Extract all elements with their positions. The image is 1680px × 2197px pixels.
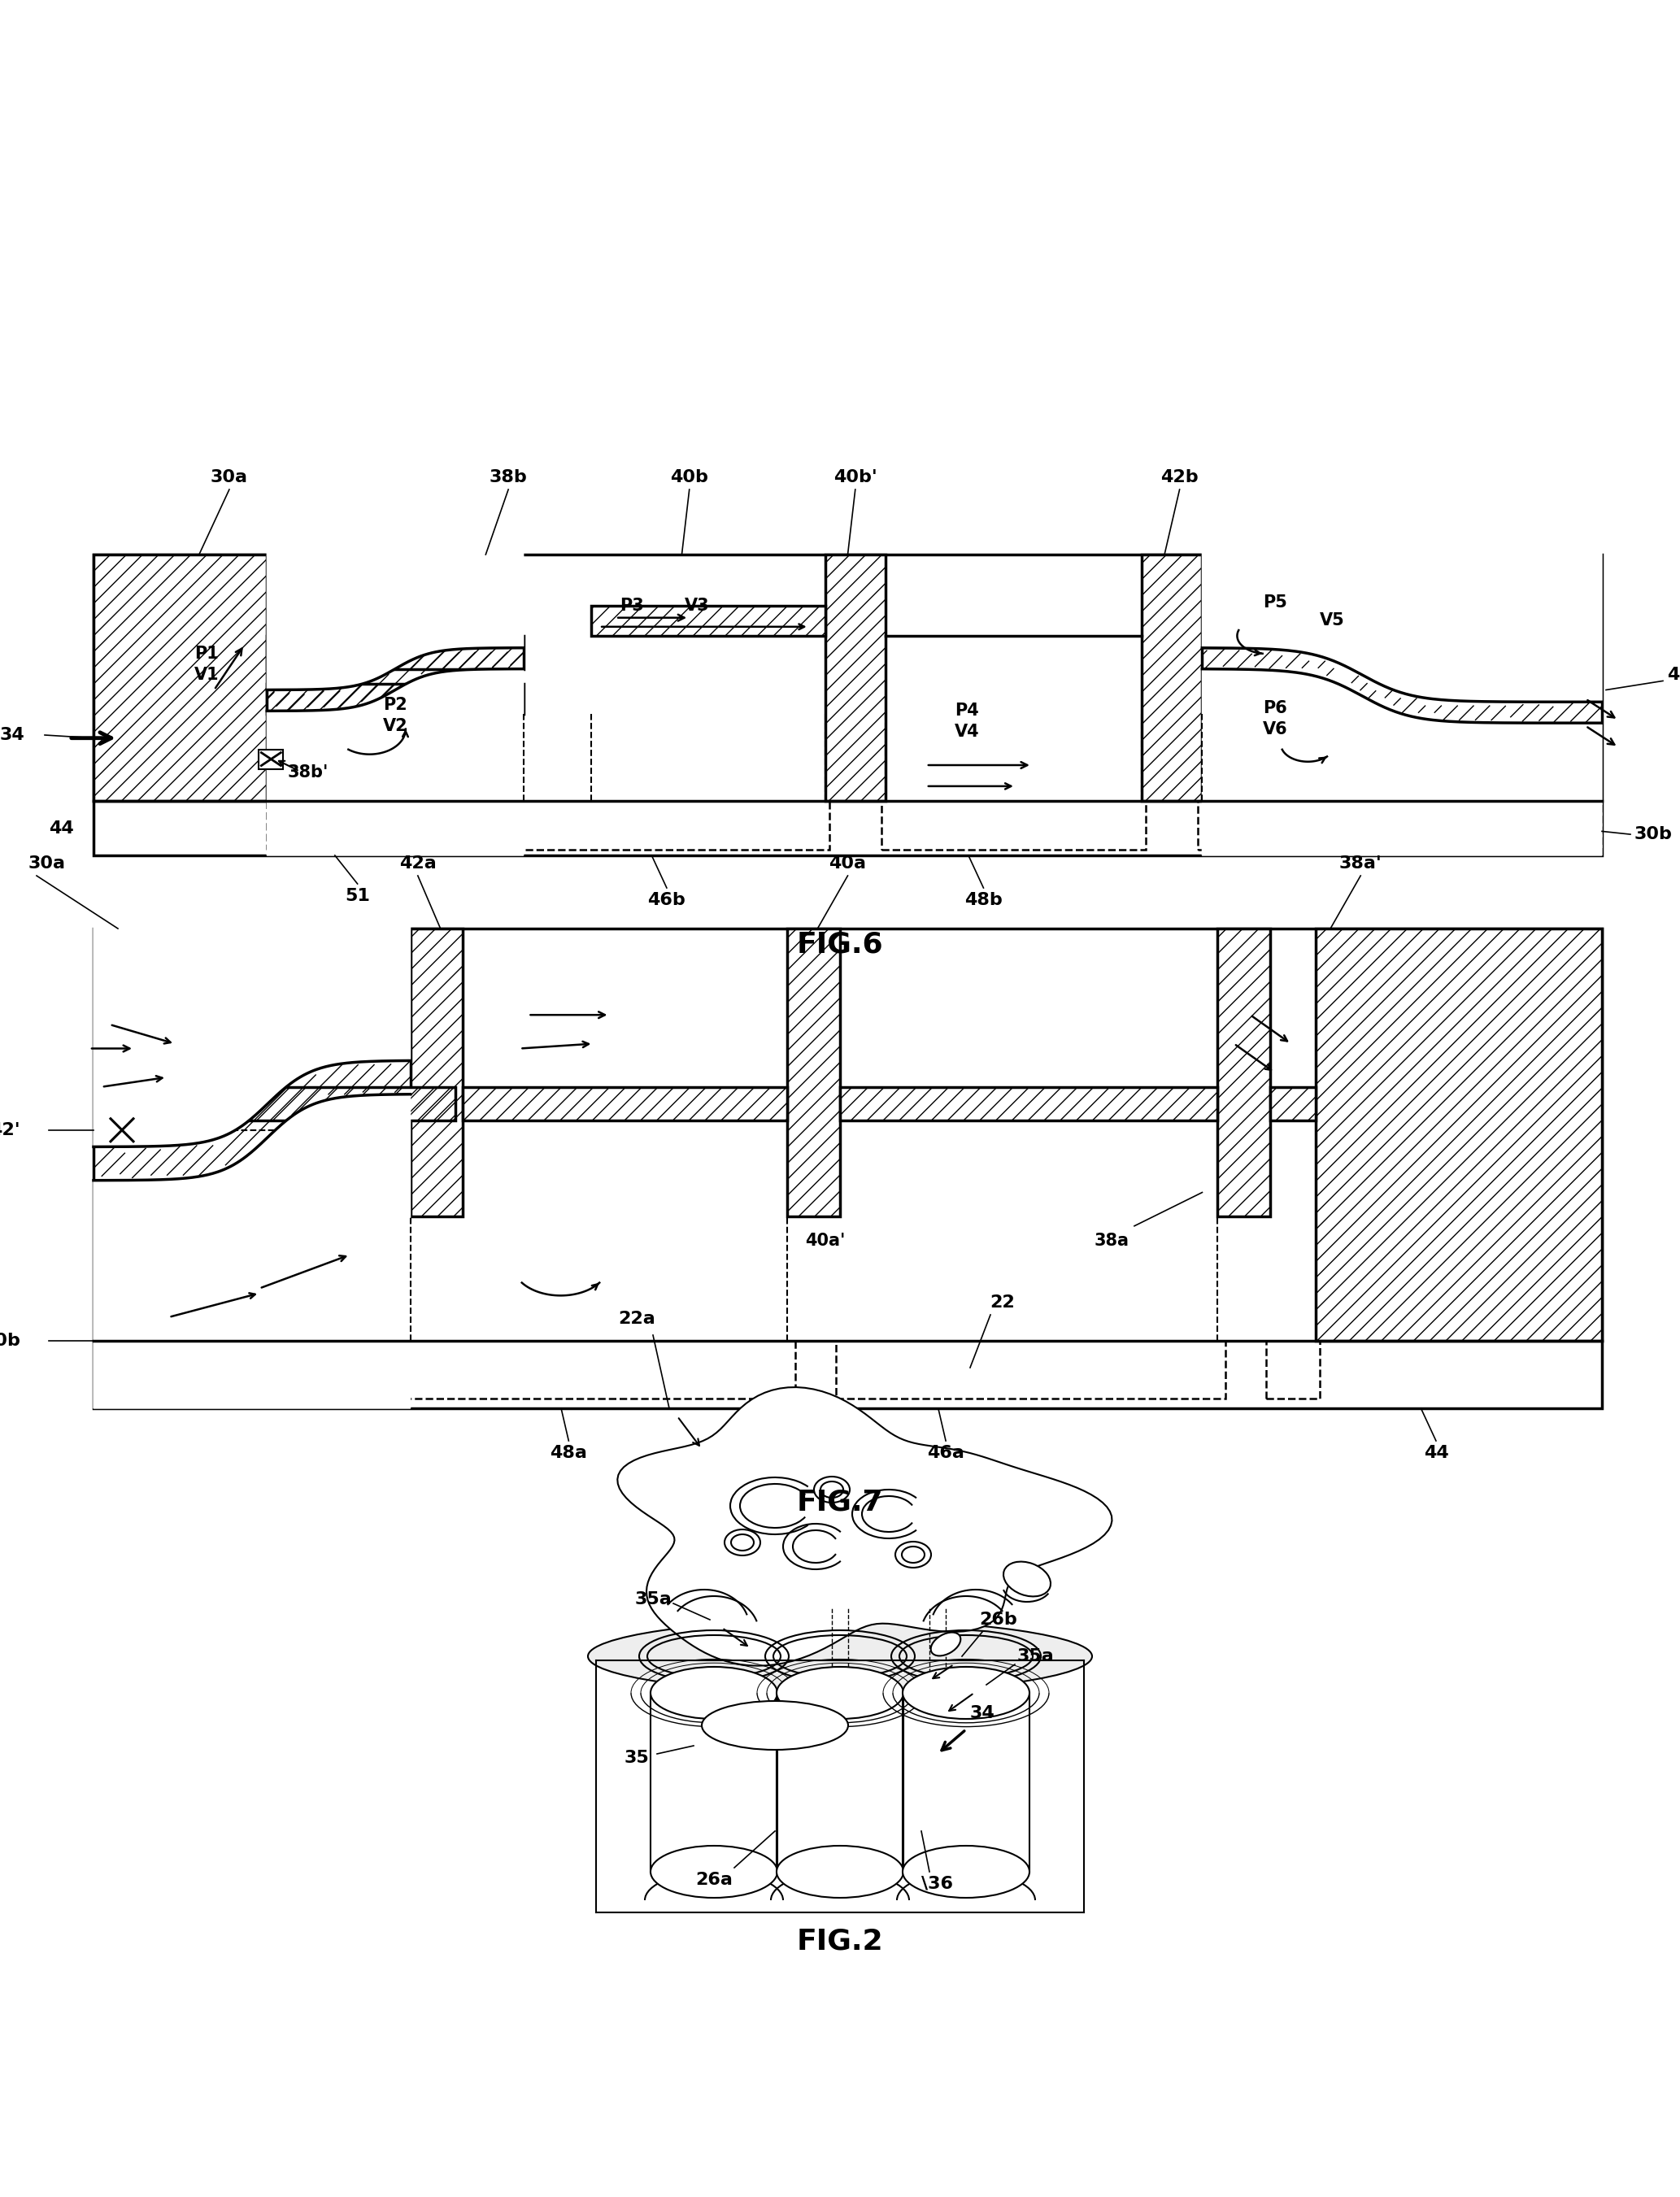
Text: P2: P2 xyxy=(383,696,407,714)
Bar xyxy=(124,1088,455,1120)
Text: 30b: 30b xyxy=(0,1334,20,1349)
Text: 51: 51 xyxy=(344,888,370,905)
Text: 46b: 46b xyxy=(648,892,685,907)
Text: 26a: 26a xyxy=(696,1872,732,1887)
Ellipse shape xyxy=(702,1700,848,1749)
Text: 38b: 38b xyxy=(489,470,528,486)
Bar xyxy=(591,606,825,635)
Bar xyxy=(410,929,464,1217)
Text: 30b: 30b xyxy=(1635,826,1673,841)
Ellipse shape xyxy=(902,1668,1030,1718)
Text: 30a: 30a xyxy=(29,855,66,872)
Text: V5: V5 xyxy=(1320,613,1344,628)
Ellipse shape xyxy=(931,1632,961,1657)
Text: 22a: 22a xyxy=(618,1312,655,1327)
Text: P6: P6 xyxy=(1263,701,1287,716)
Bar xyxy=(1270,1088,1315,1120)
Text: V6: V6 xyxy=(1263,721,1289,738)
Text: 46a: 46a xyxy=(927,1446,964,1461)
Text: 40a: 40a xyxy=(828,855,867,872)
Bar xyxy=(1142,554,1203,802)
Ellipse shape xyxy=(650,1668,778,1718)
Text: 35a: 35a xyxy=(1016,1648,1053,1665)
Text: 48a: 48a xyxy=(549,1446,588,1461)
Text: \36: \36 xyxy=(921,1876,953,1892)
Text: FIG.7: FIG.7 xyxy=(796,1487,884,1516)
Text: 35a: 35a xyxy=(635,1591,672,1608)
Bar xyxy=(267,683,524,714)
Bar xyxy=(267,802,830,850)
Text: P3: P3 xyxy=(620,598,643,613)
Text: V3: V3 xyxy=(684,598,709,613)
Text: 26b: 26b xyxy=(979,1613,1018,1628)
Ellipse shape xyxy=(776,1668,904,1718)
Text: V4: V4 xyxy=(954,723,979,740)
Text: 42': 42' xyxy=(1667,666,1680,683)
Text: 30a: 30a xyxy=(210,470,249,486)
Bar xyxy=(1198,802,1603,850)
Text: 40b': 40b' xyxy=(833,470,877,486)
Text: 35: 35 xyxy=(625,1749,648,1766)
Text: FIG.2: FIG.2 xyxy=(796,1927,884,1955)
Ellipse shape xyxy=(776,1845,904,1898)
Text: 38a: 38a xyxy=(1094,1233,1129,1248)
Text: 40a': 40a' xyxy=(805,1233,845,1248)
Text: 42': 42' xyxy=(0,1123,20,1138)
Bar xyxy=(1315,929,1603,1340)
Polygon shape xyxy=(267,668,524,855)
Text: 38b': 38b' xyxy=(287,765,328,780)
Polygon shape xyxy=(618,1386,1112,1665)
Bar xyxy=(464,1088,788,1120)
Text: 48b: 48b xyxy=(964,892,1003,907)
Bar xyxy=(267,635,524,668)
Ellipse shape xyxy=(902,1845,1030,1898)
Polygon shape xyxy=(94,1094,410,1408)
Text: 42b: 42b xyxy=(1161,470,1198,486)
Ellipse shape xyxy=(650,1845,778,1898)
Text: P4: P4 xyxy=(954,703,979,718)
Text: 22: 22 xyxy=(990,1294,1015,1312)
Text: FIG.6: FIG.6 xyxy=(796,932,884,958)
Bar xyxy=(94,554,1603,855)
Text: 44: 44 xyxy=(49,819,74,837)
Bar xyxy=(840,1088,1218,1120)
Text: P1: P1 xyxy=(195,646,218,661)
Bar xyxy=(94,554,267,802)
Text: 44: 44 xyxy=(1423,1446,1448,1461)
Bar xyxy=(259,749,284,769)
Bar xyxy=(882,802,1146,850)
Text: 38a': 38a' xyxy=(1339,855,1383,872)
Polygon shape xyxy=(267,547,524,690)
Bar xyxy=(837,1340,1225,1399)
Text: 40b: 40b xyxy=(670,470,709,486)
Text: V2: V2 xyxy=(383,718,408,734)
Bar xyxy=(788,929,840,1217)
Text: P5: P5 xyxy=(1263,595,1287,611)
Polygon shape xyxy=(1203,668,1603,855)
Bar xyxy=(124,1340,796,1399)
Bar xyxy=(94,929,1603,1408)
Bar xyxy=(1267,1340,1319,1399)
Ellipse shape xyxy=(588,1619,1092,1694)
Ellipse shape xyxy=(1003,1562,1050,1597)
Bar xyxy=(1218,929,1270,1217)
Polygon shape xyxy=(94,921,410,1147)
Text: V1: V1 xyxy=(195,666,218,683)
Text: 42a: 42a xyxy=(400,855,437,872)
Polygon shape xyxy=(1203,547,1603,703)
Text: 34: 34 xyxy=(0,727,25,743)
Bar xyxy=(825,554,885,802)
Text: 34: 34 xyxy=(969,1705,995,1720)
